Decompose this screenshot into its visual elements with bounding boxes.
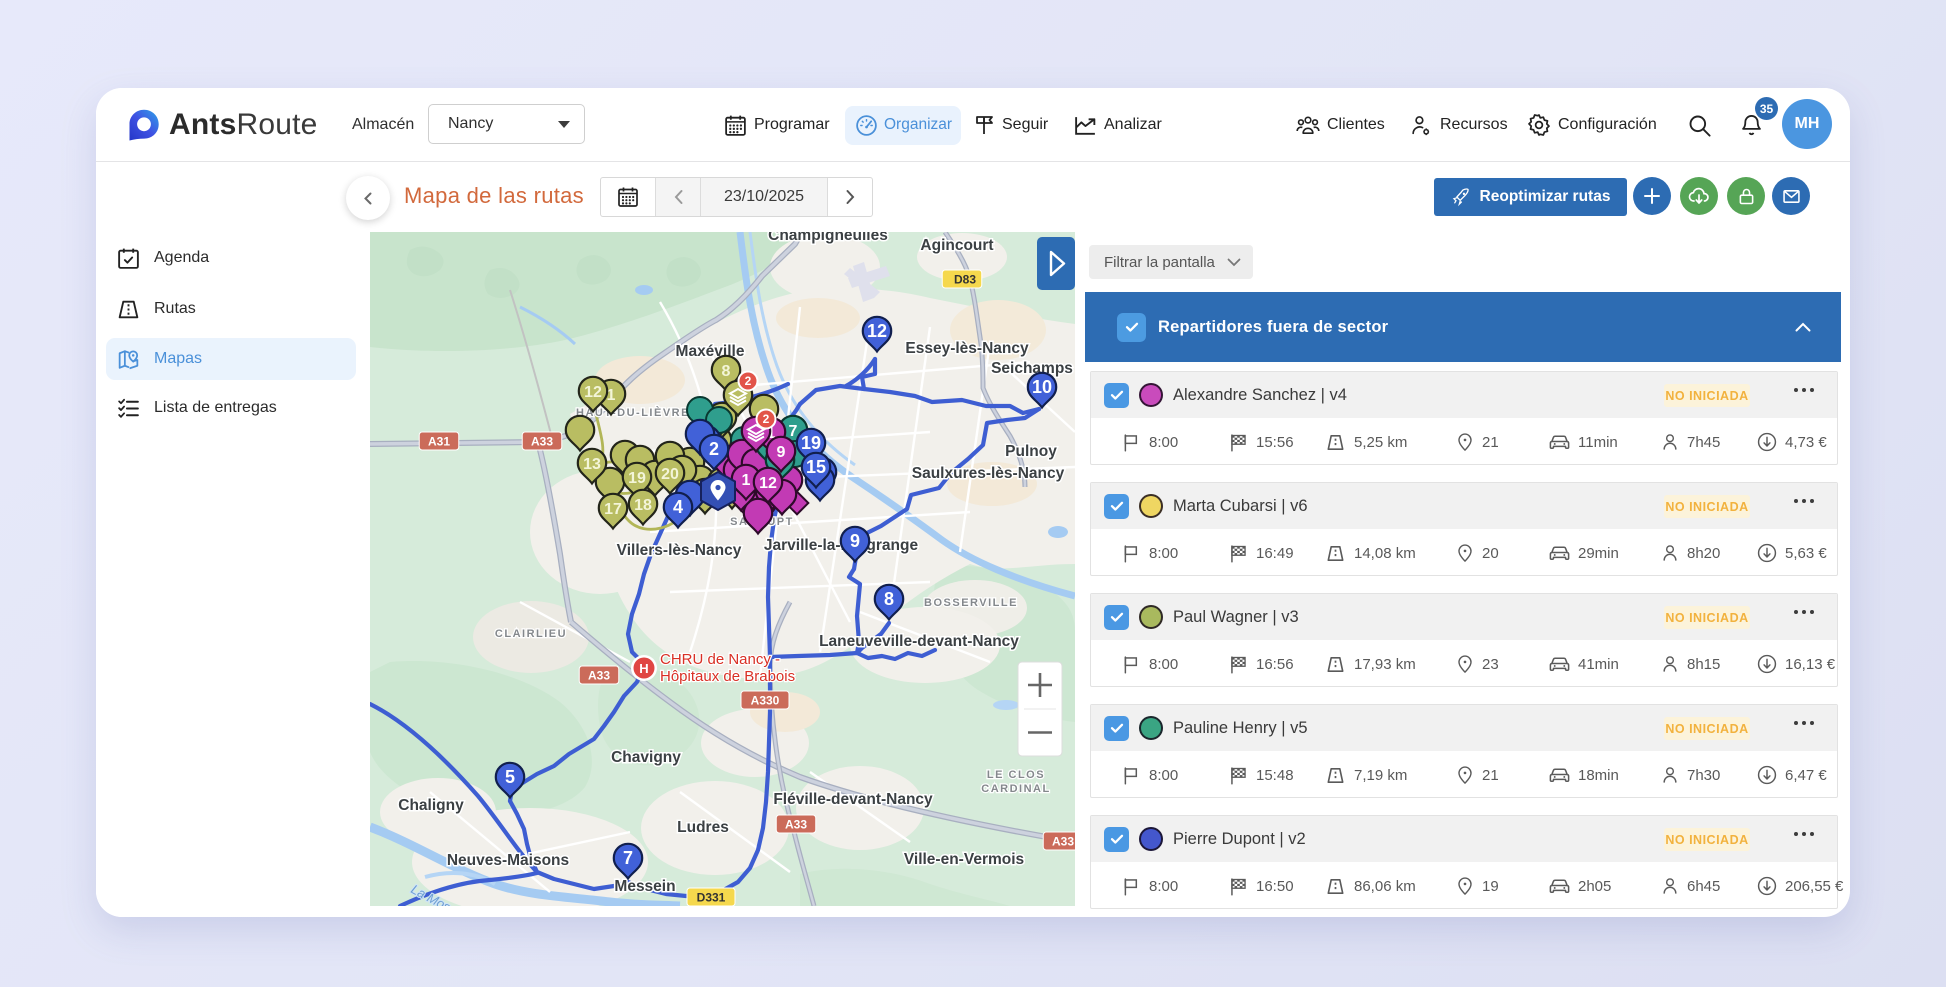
svg-text:19: 19 (628, 470, 646, 487)
svg-text:A33: A33 (1052, 835, 1074, 849)
svg-text:5: 5 (505, 767, 515, 787)
svg-text:D83: D83 (954, 273, 976, 287)
svg-text:12: 12 (759, 475, 777, 492)
svg-text:Villers-lès-Nancy: Villers-lès-Nancy (617, 542, 742, 559)
svg-text:18: 18 (634, 497, 652, 514)
svg-text:2: 2 (709, 439, 719, 459)
svg-text:19: 19 (801, 433, 821, 453)
svg-text:LE CLOS: LE CLOS (987, 769, 1045, 781)
svg-text:4: 4 (673, 497, 683, 517)
svg-text:1: 1 (607, 387, 616, 404)
svg-text:7: 7 (789, 423, 798, 440)
svg-text:1: 1 (742, 472, 751, 489)
svg-text:Chavigny: Chavigny (611, 749, 681, 766)
svg-text:10: 10 (1032, 377, 1052, 397)
svg-text:9: 9 (850, 531, 860, 551)
svg-text:A330: A330 (751, 694, 780, 708)
svg-text:Seichamps: Seichamps (991, 360, 1073, 377)
svg-text:Chaligny: Chaligny (398, 797, 464, 814)
svg-text:20: 20 (661, 466, 679, 483)
svg-text:A33: A33 (588, 669, 610, 683)
svg-text:Ludres: Ludres (677, 819, 729, 836)
svg-text:9: 9 (777, 444, 786, 461)
svg-text:HAUT-DU-LIÈVRE: HAUT-DU-LIÈVRE (576, 406, 690, 419)
svg-text:Saulxures-lès-Nancy: Saulxures-lès-Nancy (912, 465, 1065, 482)
svg-text:13: 13 (583, 456, 601, 473)
svg-text:A33: A33 (785, 818, 807, 832)
svg-text:Hôpitaux de Brabois: Hôpitaux de Brabois (660, 668, 795, 685)
svg-text:A33: A33 (531, 435, 553, 449)
svg-text:Essey-lès-Nancy: Essey-lès-Nancy (905, 340, 1029, 357)
svg-text:8: 8 (722, 363, 731, 380)
svg-text:Agincourt: Agincourt (920, 237, 993, 254)
svg-text:A31: A31 (428, 435, 450, 449)
svg-text:CARDINAL: CARDINAL (981, 783, 1050, 795)
svg-text:2: 2 (763, 412, 770, 426)
svg-text:Neuves-Maisons: Neuves-Maisons (447, 852, 569, 869)
svg-text:12: 12 (584, 384, 602, 401)
svg-text:Laneuveville-devant-Nancy: Laneuveville-devant-Nancy (819, 633, 1019, 650)
svg-text:15: 15 (806, 457, 826, 477)
svg-text:8: 8 (884, 589, 894, 609)
svg-text:CHRU de Nancy -: CHRU de Nancy - (660, 651, 780, 668)
svg-text:CLAIRLIEU: CLAIRLIEU (495, 628, 567, 640)
svg-text:Ville-en-Vermois: Ville-en-Vermois (904, 851, 1024, 868)
svg-text:Messein: Messein (614, 878, 675, 895)
svg-text:BOSSERVILLE: BOSSERVILLE (924, 597, 1018, 609)
svg-text:17: 17 (604, 501, 622, 518)
svg-text:H: H (639, 661, 648, 676)
svg-text:2: 2 (745, 374, 752, 388)
svg-text:Pulnoy: Pulnoy (1005, 443, 1057, 460)
svg-text:7: 7 (623, 848, 633, 868)
svg-text:12: 12 (867, 321, 887, 341)
svg-text:Fléville-devant-Nancy: Fléville-devant-Nancy (773, 791, 933, 808)
svg-text:D331: D331 (697, 891, 726, 905)
svg-text:Champigneulles: Champigneulles (768, 232, 888, 244)
